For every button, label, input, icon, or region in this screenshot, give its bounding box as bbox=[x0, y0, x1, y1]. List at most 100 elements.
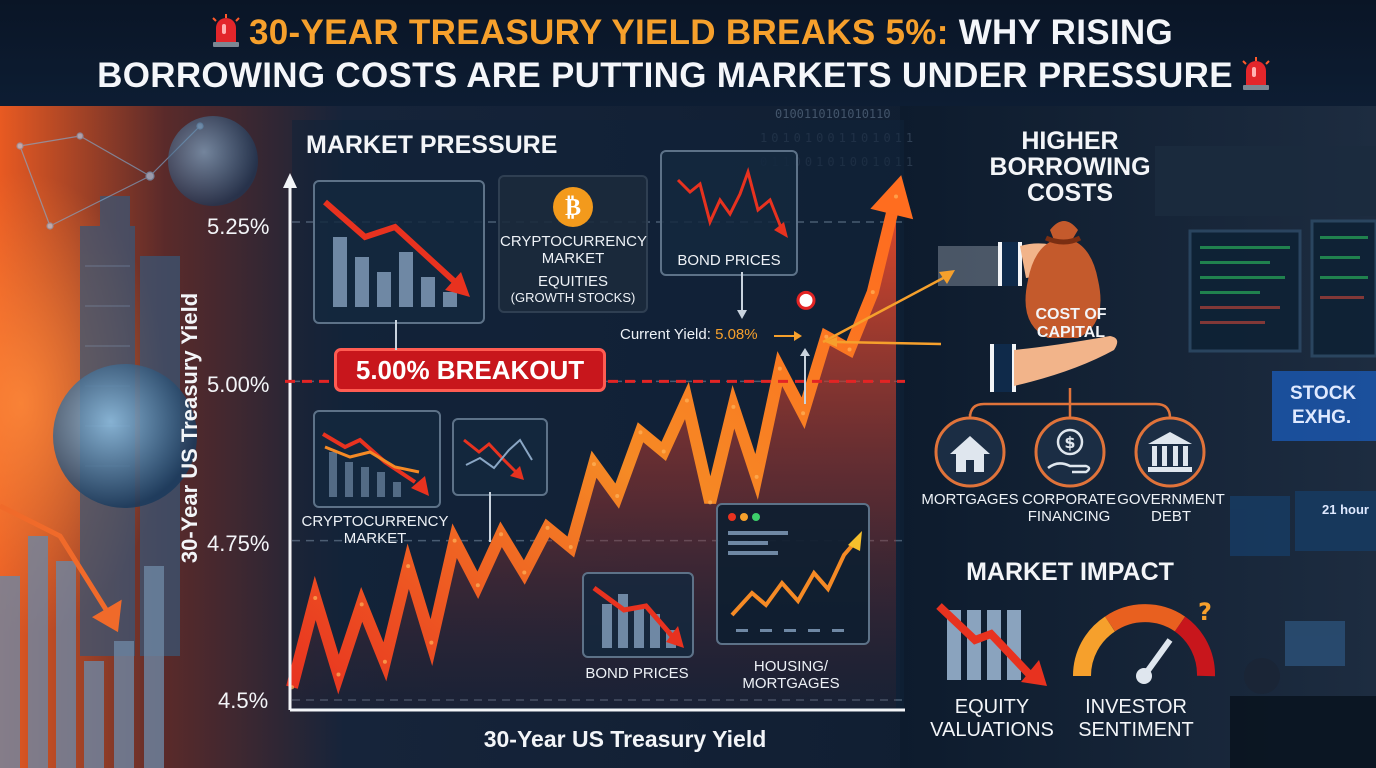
siren-icon bbox=[1242, 57, 1270, 90]
yield-point bbox=[429, 640, 434, 645]
mortgages-label: MORTGAGES bbox=[921, 491, 1019, 508]
breakout-text: 5.00% BREAKOUT bbox=[355, 355, 585, 385]
svg-text:₿: ₿ bbox=[565, 193, 581, 221]
pressure-panel-bond-bottom bbox=[582, 572, 694, 658]
yield-point bbox=[568, 545, 573, 550]
bond-price-chart-icon bbox=[676, 166, 788, 238]
bag-text-1: COST OF bbox=[1035, 306, 1107, 323]
falling-bars-icon bbox=[323, 199, 470, 307]
screen-text-exhg: EXHG. bbox=[1292, 407, 1351, 428]
equity-text-1: EQUITY bbox=[954, 696, 1030, 718]
y-tick-label: 5.00% bbox=[207, 372, 270, 397]
sentiment-label: INVESTOR SENTIMENT bbox=[1064, 696, 1208, 742]
bond-bars-icon bbox=[592, 585, 684, 648]
sentiment-text-2: SENTIMENT bbox=[1078, 719, 1194, 741]
y-tick-label: 4.5% bbox=[218, 688, 269, 713]
yield-point bbox=[475, 583, 480, 588]
financing-label: FINANCING bbox=[1027, 508, 1111, 525]
yield-point bbox=[382, 659, 387, 664]
sentiment-text-1: INVESTOR bbox=[1085, 696, 1187, 718]
yield-point bbox=[661, 449, 666, 454]
title-rest: WHY RISING bbox=[948, 13, 1174, 52]
current-yield-value: 5.08% bbox=[715, 326, 758, 343]
yield-point bbox=[336, 672, 341, 677]
yield-point bbox=[406, 564, 411, 569]
crypto-label-2: MARKET bbox=[541, 250, 605, 267]
siren-icon bbox=[212, 14, 240, 47]
yield-point bbox=[545, 525, 550, 530]
mini-chart-icon bbox=[463, 438, 533, 480]
bank-icon bbox=[1148, 432, 1192, 472]
breakout-label: 5.00% BREAKOUT bbox=[334, 348, 606, 392]
yield-point bbox=[499, 532, 504, 537]
yield-point bbox=[824, 334, 829, 339]
market-impact-title: MARKET IMPACT bbox=[966, 558, 1174, 586]
housing-label: HOUSING/ bbox=[753, 658, 829, 675]
bitcoin-icon: ₿ bbox=[553, 187, 593, 227]
equity-text-2: VALUATIONS bbox=[930, 719, 1054, 741]
equities-label: EQUITIES bbox=[537, 273, 608, 290]
pressure-panel-crypto: ₿ CRYPTOCURRENCY MARKET EQUITIES (GROWTH… bbox=[498, 175, 648, 313]
title-line-2: BORROWING COSTS ARE PUTTING MARKETS UNDE… bbox=[0, 55, 1376, 97]
corporate-label: CORPORATE bbox=[1022, 491, 1116, 508]
ticker-text: 21 hour bbox=[1322, 502, 1369, 517]
pressure-panel-mini bbox=[452, 418, 548, 496]
yield-point bbox=[801, 411, 806, 416]
connector-line bbox=[489, 492, 491, 542]
equity-falling-icon bbox=[936, 603, 1047, 686]
falling-lines-icon bbox=[321, 432, 429, 497]
yield-arrow-head bbox=[870, 175, 914, 220]
market-pressure-title: MARKET PRESSURE bbox=[306, 131, 558, 159]
housing-chart-icon bbox=[728, 513, 862, 632]
title-highlight: 30-YEAR TREASURY YIELD BREAKS 5%: bbox=[248, 13, 949, 52]
svg-text:$: $ bbox=[1064, 433, 1075, 452]
crypto-lower-label-2: MARKET bbox=[343, 530, 407, 547]
title-line-2-text: BORROWING COSTS ARE PUTTING MARKETS UNDE… bbox=[97, 56, 1233, 95]
borrowing-tree: $ bbox=[934, 388, 1206, 488]
x-axis-label: 30-Year US Treasury Yield bbox=[483, 726, 767, 752]
sentiment-gauge-icon: ? bbox=[1072, 598, 1215, 684]
yield-point bbox=[731, 404, 736, 409]
yield-point bbox=[638, 430, 643, 435]
yield-points bbox=[290, 194, 898, 690]
binary-text: 0100110101010110 bbox=[775, 107, 891, 121]
y-tick-label: 5.25% bbox=[207, 214, 270, 239]
yield-point bbox=[359, 602, 364, 607]
bond-prices-label: BOND PRICES bbox=[677, 252, 781, 269]
yield-point bbox=[708, 500, 713, 505]
y-axis-arrow bbox=[283, 173, 297, 188]
borrowing-title-1: HIGHER bbox=[1021, 127, 1119, 155]
bag-text-2: CAPITAL bbox=[1036, 324, 1106, 341]
yield-point bbox=[847, 347, 852, 352]
borrowing-title-3: COSTS bbox=[1026, 179, 1114, 207]
yield-point bbox=[615, 494, 620, 499]
title-line-1: 30-YEAR TREASURY YIELD BREAKS 5%: WHY RI… bbox=[0, 12, 1376, 54]
borrowing-link-arrow bbox=[822, 270, 955, 347]
yield-point bbox=[452, 538, 457, 543]
globe-icon bbox=[53, 364, 197, 508]
equity-label: EQUITY VALUATIONS bbox=[920, 696, 1064, 742]
pressure-panel-housing bbox=[716, 503, 870, 645]
government-label: GOVERNMENT bbox=[1117, 491, 1225, 508]
yield-point bbox=[754, 474, 759, 479]
pressure-panel-bars bbox=[313, 180, 485, 324]
borrowing-title-2: BORROWING bbox=[989, 153, 1151, 181]
question-mark: ? bbox=[1198, 598, 1212, 626]
header: 30-YEAR TREASURY YIELD BREAKS 5%: WHY RI… bbox=[0, 0, 1376, 106]
pressure-panel-bond-top: BOND PRICES bbox=[660, 150, 798, 276]
y-axis-label: 30-Year US Treasury Yield bbox=[177, 292, 202, 564]
growth-stocks-label: (GROWTH STOCKS) bbox=[510, 290, 636, 305]
borrowing-title: HIGHER BORROWING COSTS bbox=[960, 128, 1180, 206]
connector-line bbox=[395, 320, 397, 350]
housing-label-2: MORTGAGES bbox=[742, 675, 840, 692]
y-tick-label: 4.75% bbox=[207, 531, 270, 556]
yield-point bbox=[777, 366, 782, 371]
cost-of-capital-label: COST OF CAPITAL bbox=[1023, 306, 1119, 342]
pressure-panel-lines bbox=[313, 410, 441, 508]
current-yield-caption: Current Yield: bbox=[620, 326, 711, 343]
debt-label: DEBT bbox=[1150, 508, 1191, 525]
crypto-lower-label: CRYPTOCURRENCY bbox=[301, 513, 449, 530]
yield-point bbox=[684, 398, 689, 403]
connector-arrow bbox=[737, 272, 747, 319]
yield-point bbox=[894, 194, 898, 199]
